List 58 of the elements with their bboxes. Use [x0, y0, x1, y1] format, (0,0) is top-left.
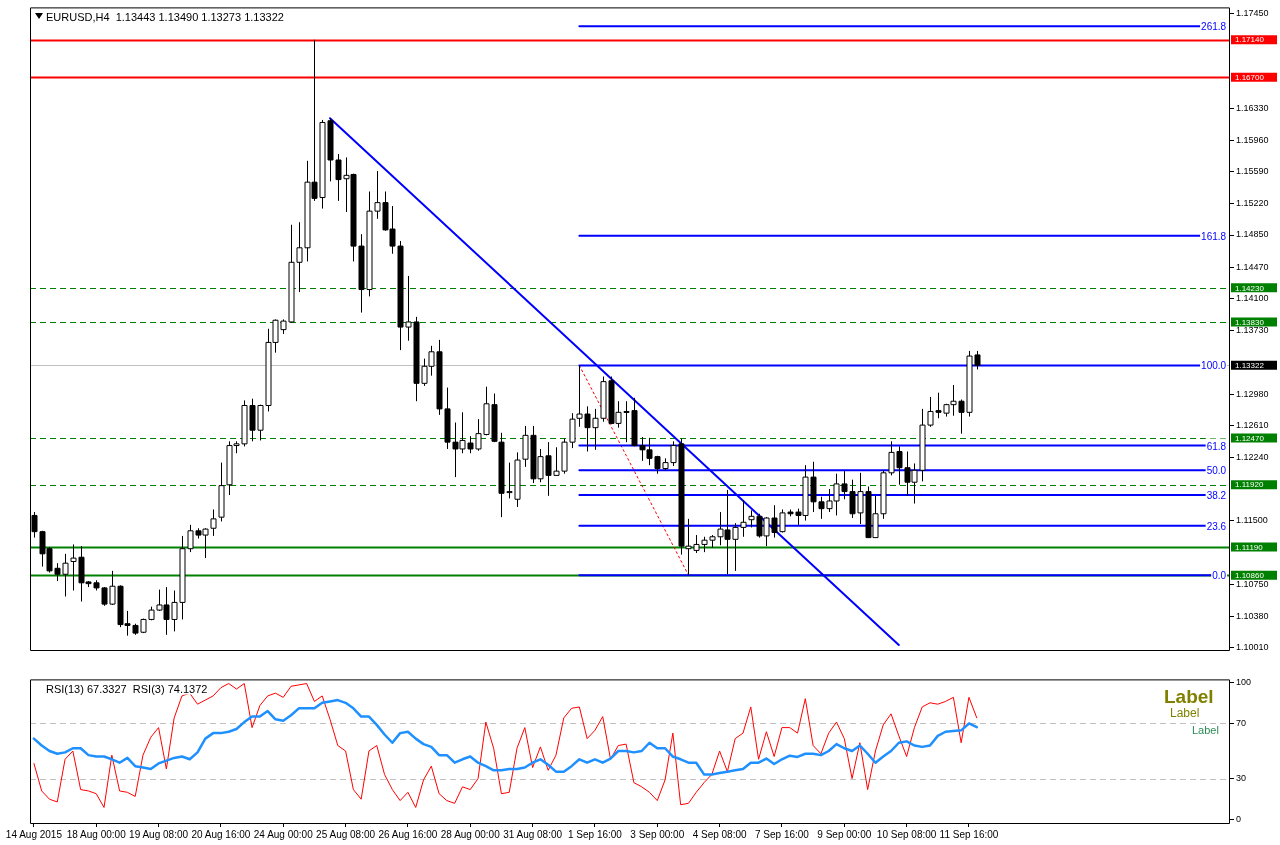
chart-title: RSI(13) 67.3327 RSI(3) 74.1372: [46, 683, 208, 696]
x-tick-label: 24 Aug 00:00: [253, 828, 314, 840]
y-tick-label: 1.15960: [1236, 134, 1269, 145]
x-tick-label: 20 Aug 16:00: [191, 828, 251, 840]
series-label: 100.0: [1201, 360, 1227, 372]
y-tick-label: 1.14470: [1236, 261, 1269, 272]
y-tick-label: 0: [1236, 814, 1242, 825]
series-label: 161.8: [1201, 230, 1227, 242]
ref-line-label: 1.11190: [1235, 542, 1264, 552]
ref-line-label: 1.11920: [1235, 480, 1264, 490]
y-tick-label: 1.10380: [1236, 610, 1269, 621]
y-tick-label: 1.14850: [1236, 229, 1269, 240]
ref-line-label: 1.17140: [1235, 35, 1265, 45]
y-tick-label: 1.12240: [1236, 451, 1269, 462]
series-label: 261.8: [1201, 21, 1227, 33]
y-tick-label: 1.12980: [1236, 388, 1269, 399]
x-tick-label: 18 Aug 00:00: [66, 828, 127, 840]
y-tick-label: 1.15220: [1236, 197, 1269, 208]
x-tick-label: 7 Sep 16:00: [754, 828, 810, 840]
annotation: Label: [1192, 724, 1219, 737]
x-tick-label: 10 Sep 08:00: [876, 828, 937, 840]
annotation: Label: [1164, 685, 1214, 707]
ref-line-label: 1.13322: [1235, 360, 1265, 370]
series-label: 38.2: [1206, 490, 1227, 501]
y-tick-label: 1.14100: [1236, 293, 1269, 304]
y-tick-label: 30: [1236, 773, 1247, 784]
ref-line-label: 1.12470: [1235, 433, 1265, 443]
x-tick-label: 28 Aug 00:00: [440, 828, 501, 840]
x-tick-label: 4 Sep 08:00: [692, 828, 748, 840]
ref-line-label: 1.16700: [1235, 73, 1265, 82]
ref-line-label: 1.14230: [1235, 283, 1265, 293]
annotation: Label: [1170, 705, 1200, 720]
y-tick-label: 1.11500: [1236, 515, 1268, 526]
y-tick-label: 70: [1236, 717, 1247, 728]
x-tick-label: 1 Sep 16:00: [567, 828, 623, 840]
x-tick-label: 3 Sep 00:00: [630, 828, 685, 840]
y-tick-label: 1.13730: [1236, 324, 1269, 335]
y-tick-label: 1.12610: [1236, 420, 1269, 431]
y-tick-label: 1.15590: [1236, 166, 1269, 177]
x-tick-label: 9 Sep 00:00: [817, 828, 872, 840]
x-tick-label: 11 Sep 16:00: [939, 828, 999, 840]
y-tick-label: 1.17450: [1236, 7, 1269, 18]
y-tick-label: 100: [1236, 676, 1252, 687]
series-label: 50.0: [1206, 465, 1227, 477]
y-tick-label: 1.10010: [1236, 642, 1269, 653]
series-label: 61.8: [1206, 440, 1227, 452]
y-tick-label: 1.10750: [1236, 578, 1269, 589]
x-tick-label: 26 Aug 16:00: [378, 828, 438, 840]
ref-line-label: 1.10860: [1235, 570, 1265, 580]
series-label: 0.0: [1212, 570, 1227, 582]
series-label: 23.6: [1206, 520, 1227, 532]
x-tick-label: 25 Aug 08:00: [316, 828, 376, 840]
chart-title: EURUSD,H4 1.13443 1.13490 1.13273 1.13322: [46, 11, 284, 24]
y-tick-label: 1.16330: [1236, 103, 1269, 114]
ref-line-label: 1.13830: [1235, 317, 1265, 327]
x-tick-label: 31 Aug 08:00: [503, 828, 563, 840]
x-tick-label: 14 Aug 2015: [5, 828, 63, 840]
x-tick-label: 19 Aug 08:00: [129, 828, 189, 840]
